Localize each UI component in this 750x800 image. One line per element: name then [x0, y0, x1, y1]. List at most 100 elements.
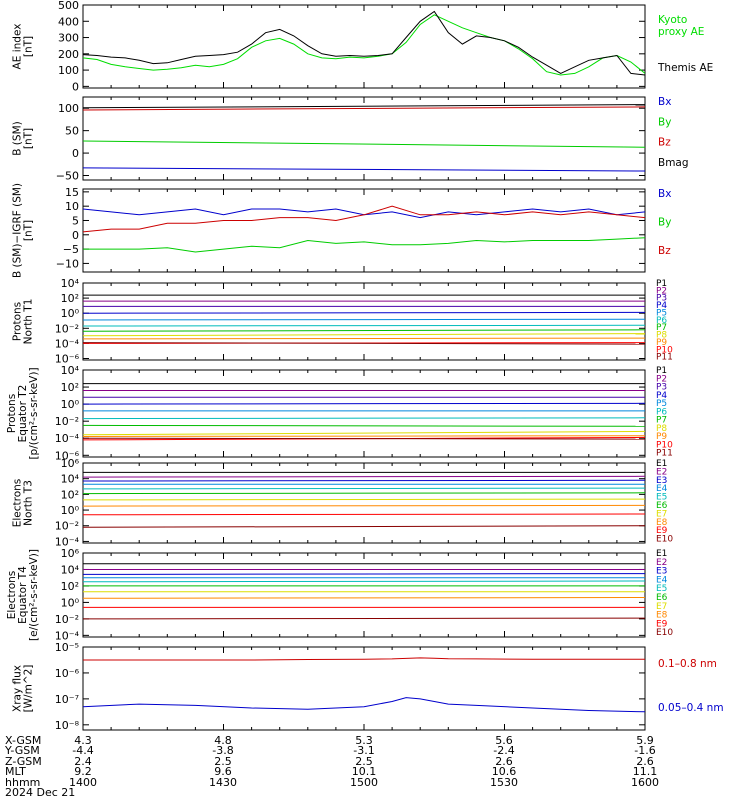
- y-tick-label: 10²: [61, 292, 79, 305]
- series-line-1: [83, 237, 646, 253]
- y-tick-label: 100: [58, 102, 79, 115]
- legend-item: E3: [656, 476, 667, 486]
- y-tick-label: 500: [58, 0, 79, 12]
- y-tick-label: 10⁴: [61, 563, 80, 576]
- legend-item: E1: [656, 549, 667, 559]
- footer-row-label: 2024 Dec 21: [5, 786, 75, 799]
- series-line-3: [82, 402, 646, 405]
- y-axis-label: AE index: [12, 24, 24, 70]
- y-tick-label: −50: [56, 170, 79, 183]
- legend-item: Bmag: [658, 157, 689, 169]
- y-axis-label: Electrons: [12, 479, 24, 528]
- legend-item: Bx: [658, 188, 671, 200]
- legend-item: E10: [656, 535, 673, 545]
- y-tick-label: 100: [58, 64, 79, 77]
- footer-cell: 11.1: [633, 765, 658, 778]
- panel-6: 10⁶ 10⁴ 10² 10⁰ 10⁻² 10⁻⁴ Electrons Equator T4[…: [6, 547, 646, 642]
- y-axis-label: [nT]: [23, 220, 35, 241]
- series-line-5: [82, 324, 646, 327]
- legend-item: P9: [656, 432, 667, 442]
- panel-4: 10⁴ 10² 10⁰ 10⁻² 10⁻⁴ 10⁻⁶ Protons Equator T2 [p…: [6, 364, 646, 462]
- series-line-8: [82, 513, 646, 516]
- legend-item: P3: [656, 383, 667, 393]
- y-tick-label: 400: [58, 15, 79, 28]
- y-tick-label: 0: [72, 147, 79, 160]
- legend-item: P9: [656, 338, 667, 348]
- series-line-7: [82, 504, 646, 507]
- footer-cell: 4.8: [214, 734, 232, 747]
- series-line-0: [82, 208, 646, 219]
- legend-item: E4: [656, 575, 668, 585]
- panel-frame: [82, 188, 646, 273]
- y-tick-label: 5: [72, 214, 79, 227]
- series-line-7: [82, 597, 646, 599]
- footer-cell: 5.6: [495, 734, 513, 747]
- legend-item: Bz: [658, 137, 671, 149]
- y-axis-label: [p/(cm²-s-sr-keV)]: [28, 367, 40, 459]
- y-tick-label: 10⁴: [61, 473, 80, 486]
- y-tick-label: 0: [72, 80, 79, 93]
- y-tick-label: 10⁻⁵: [55, 641, 79, 654]
- series-line-3: [82, 311, 646, 314]
- series-line-1: [82, 140, 646, 148]
- y-axis-label: [nT]: [23, 36, 35, 57]
- legend-item: P3: [656, 294, 667, 304]
- legend-item: E9: [656, 619, 668, 629]
- y-tick-label: 10⁻⁶: [55, 449, 80, 462]
- panel-frame: [82, 4, 646, 89]
- series-line-9: [82, 617, 646, 620]
- panel-5: 10⁶ 10⁴ 10² 10⁰ 10⁻² 10⁻⁴ Electrons North T3: [12, 457, 646, 548]
- series-line-0: [83, 657, 645, 661]
- y-tick-label: 10²: [61, 381, 79, 394]
- footer-cell: 2.5: [214, 755, 232, 768]
- y-tick-label: 10⁻⁶: [55, 667, 80, 680]
- y-tick-label: 0: [72, 229, 79, 242]
- y-axis-label: B (SM): [12, 121, 24, 155]
- footer-cell: 5.9: [636, 734, 654, 747]
- legend-item: E2: [656, 467, 667, 477]
- footer-cell: -1.6: [634, 744, 655, 757]
- legend-item: E5: [656, 584, 667, 594]
- y-tick-label: 10⁴: [61, 277, 80, 290]
- legend-item: E10: [656, 628, 673, 638]
- y-axis-label: North T1: [23, 299, 35, 345]
- y-tick-label: 10²: [61, 580, 79, 593]
- legend-item: P4: [656, 391, 667, 401]
- legend-item: P7: [656, 416, 667, 426]
- legend-item: E1: [656, 459, 667, 469]
- series-line-9: [82, 525, 646, 528]
- footer-cell: 1400: [69, 776, 97, 789]
- y-tick-label: 200: [58, 48, 79, 61]
- legend-item: 0.05–0.4 nm: [658, 702, 724, 714]
- legend-item: E6: [656, 501, 668, 511]
- y-axis-label: [nT]: [23, 128, 35, 149]
- legend-item: E2: [656, 558, 667, 568]
- series-line-2: [82, 573, 646, 575]
- series-line-10: [82, 342, 646, 345]
- series-line-4: [82, 318, 646, 321]
- y-tick-label: 10⁻²: [55, 613, 79, 626]
- panel-0: 500 400 300 200 100 0 AE index [nT]: [12, 0, 646, 93]
- y-axis-label: Electrons: [6, 571, 18, 620]
- legend-item: E8: [656, 518, 668, 528]
- series-line-2: [82, 479, 646, 482]
- legend-item: Themis AE: [657, 62, 713, 74]
- legend-2: Bx By Bz: [658, 188, 671, 257]
- legend-item: By: [658, 216, 671, 228]
- y-tick-label: 300: [58, 32, 79, 45]
- series-line-1: [82, 475, 646, 478]
- series-line-7: [82, 333, 646, 337]
- y-axis-label: Protons: [6, 394, 18, 433]
- y-axis-label: Xray flux: [12, 665, 24, 712]
- legend-item: P10: [656, 345, 673, 355]
- footer-cell: -3.1: [353, 744, 374, 757]
- legend-item: E6: [656, 593, 668, 603]
- footer-cell: 9.2: [74, 765, 92, 778]
- legend-item: P11: [656, 353, 673, 363]
- y-axis-label: Protons: [12, 302, 24, 341]
- panel-3: 10⁴ 10² 10⁰ 10⁻² 10⁻⁴ 10⁻⁶ Protons North T1: [12, 277, 646, 365]
- legend-item: P5: [656, 399, 667, 409]
